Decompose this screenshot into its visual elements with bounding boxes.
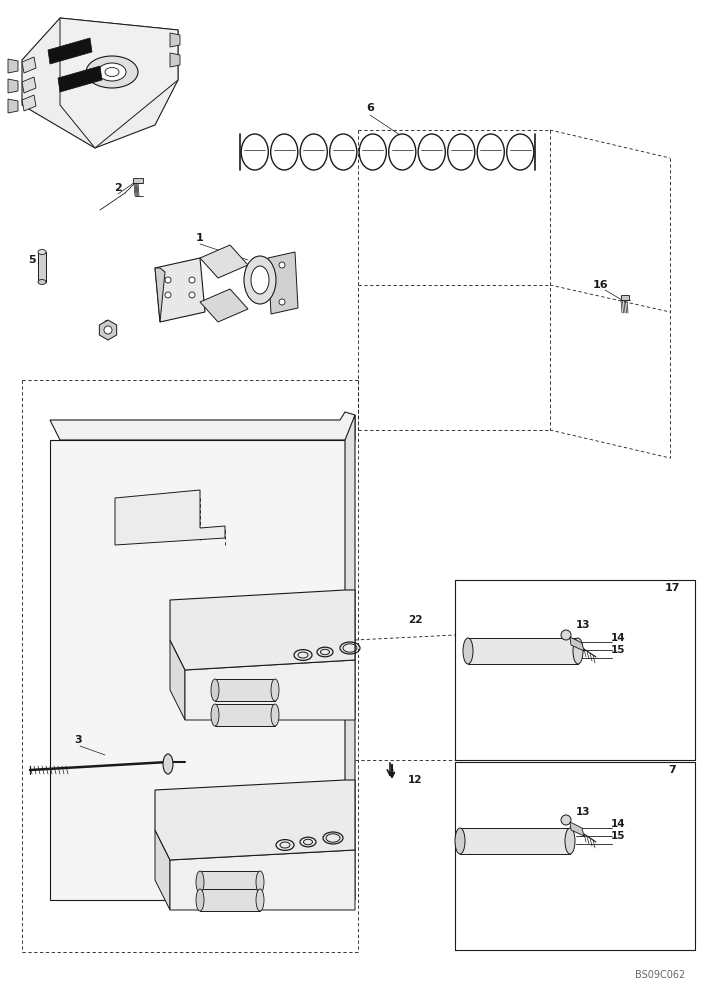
Ellipse shape bbox=[196, 889, 204, 911]
Ellipse shape bbox=[105, 68, 119, 77]
Polygon shape bbox=[200, 245, 248, 278]
Text: 15: 15 bbox=[611, 831, 625, 841]
Text: 17: 17 bbox=[664, 583, 680, 593]
Ellipse shape bbox=[86, 56, 138, 88]
Text: 22: 22 bbox=[408, 615, 422, 625]
Circle shape bbox=[165, 292, 171, 298]
Text: 18: 18 bbox=[295, 633, 309, 643]
Text: 12: 12 bbox=[408, 775, 422, 785]
Ellipse shape bbox=[163, 754, 173, 774]
Polygon shape bbox=[460, 828, 570, 854]
Polygon shape bbox=[115, 490, 225, 545]
Polygon shape bbox=[200, 871, 260, 893]
Ellipse shape bbox=[196, 871, 204, 893]
Circle shape bbox=[165, 277, 171, 283]
Text: 7: 7 bbox=[668, 765, 676, 775]
Ellipse shape bbox=[271, 679, 279, 701]
Polygon shape bbox=[50, 412, 355, 440]
Ellipse shape bbox=[251, 266, 269, 294]
Polygon shape bbox=[58, 66, 102, 92]
Polygon shape bbox=[60, 18, 178, 148]
Polygon shape bbox=[200, 889, 260, 911]
Polygon shape bbox=[8, 79, 18, 93]
Ellipse shape bbox=[211, 679, 219, 701]
Polygon shape bbox=[345, 415, 355, 900]
Circle shape bbox=[561, 630, 571, 640]
Text: 13: 13 bbox=[576, 620, 590, 630]
Ellipse shape bbox=[244, 256, 276, 304]
Polygon shape bbox=[570, 637, 584, 651]
Text: 11: 11 bbox=[168, 835, 182, 845]
Text: 10: 10 bbox=[325, 813, 339, 823]
Text: 5: 5 bbox=[28, 255, 36, 265]
Polygon shape bbox=[22, 95, 36, 111]
Ellipse shape bbox=[271, 704, 279, 726]
Text: BS09C062: BS09C062 bbox=[635, 970, 685, 980]
Text: 15: 15 bbox=[611, 645, 625, 655]
Circle shape bbox=[104, 326, 112, 334]
Polygon shape bbox=[268, 252, 298, 314]
Circle shape bbox=[561, 815, 571, 825]
Ellipse shape bbox=[565, 828, 575, 854]
Ellipse shape bbox=[573, 638, 583, 664]
Polygon shape bbox=[8, 59, 18, 73]
Circle shape bbox=[189, 292, 195, 298]
Text: 9: 9 bbox=[304, 817, 311, 827]
Polygon shape bbox=[155, 268, 165, 322]
Polygon shape bbox=[170, 850, 355, 910]
Polygon shape bbox=[22, 18, 178, 148]
Polygon shape bbox=[155, 258, 205, 322]
Text: 16: 16 bbox=[593, 280, 609, 290]
Ellipse shape bbox=[256, 889, 264, 911]
Polygon shape bbox=[48, 38, 92, 64]
Polygon shape bbox=[200, 289, 248, 322]
Polygon shape bbox=[8, 99, 18, 113]
Text: 1: 1 bbox=[196, 233, 204, 243]
Ellipse shape bbox=[455, 828, 465, 854]
Circle shape bbox=[279, 299, 285, 305]
Ellipse shape bbox=[211, 704, 219, 726]
Text: 13: 13 bbox=[576, 807, 590, 817]
Text: 20: 20 bbox=[341, 623, 355, 633]
Circle shape bbox=[279, 262, 285, 268]
Circle shape bbox=[189, 277, 195, 283]
Polygon shape bbox=[50, 440, 345, 900]
Polygon shape bbox=[170, 33, 180, 47]
Polygon shape bbox=[99, 320, 117, 340]
Polygon shape bbox=[170, 53, 180, 67]
Text: 14: 14 bbox=[611, 633, 625, 643]
Polygon shape bbox=[215, 679, 275, 701]
Text: 19: 19 bbox=[315, 627, 329, 637]
Ellipse shape bbox=[256, 871, 264, 893]
Polygon shape bbox=[155, 830, 170, 910]
Polygon shape bbox=[22, 77, 36, 93]
Polygon shape bbox=[185, 660, 355, 720]
Polygon shape bbox=[170, 590, 355, 670]
Polygon shape bbox=[215, 704, 275, 726]
Polygon shape bbox=[38, 252, 46, 282]
Polygon shape bbox=[22, 57, 36, 73]
Polygon shape bbox=[621, 295, 629, 300]
Polygon shape bbox=[170, 640, 185, 720]
Text: 14: 14 bbox=[611, 819, 625, 829]
Text: 3: 3 bbox=[74, 735, 82, 745]
Polygon shape bbox=[155, 780, 355, 860]
Ellipse shape bbox=[38, 279, 46, 284]
Text: 6: 6 bbox=[366, 103, 374, 113]
Polygon shape bbox=[570, 822, 584, 836]
Polygon shape bbox=[468, 638, 578, 664]
Polygon shape bbox=[133, 178, 143, 183]
Ellipse shape bbox=[98, 63, 126, 81]
Ellipse shape bbox=[38, 249, 46, 254]
Text: 4: 4 bbox=[101, 320, 109, 330]
Text: 21: 21 bbox=[173, 643, 187, 653]
Text: 8: 8 bbox=[281, 823, 289, 833]
Ellipse shape bbox=[463, 638, 473, 664]
Text: 2: 2 bbox=[114, 183, 122, 193]
